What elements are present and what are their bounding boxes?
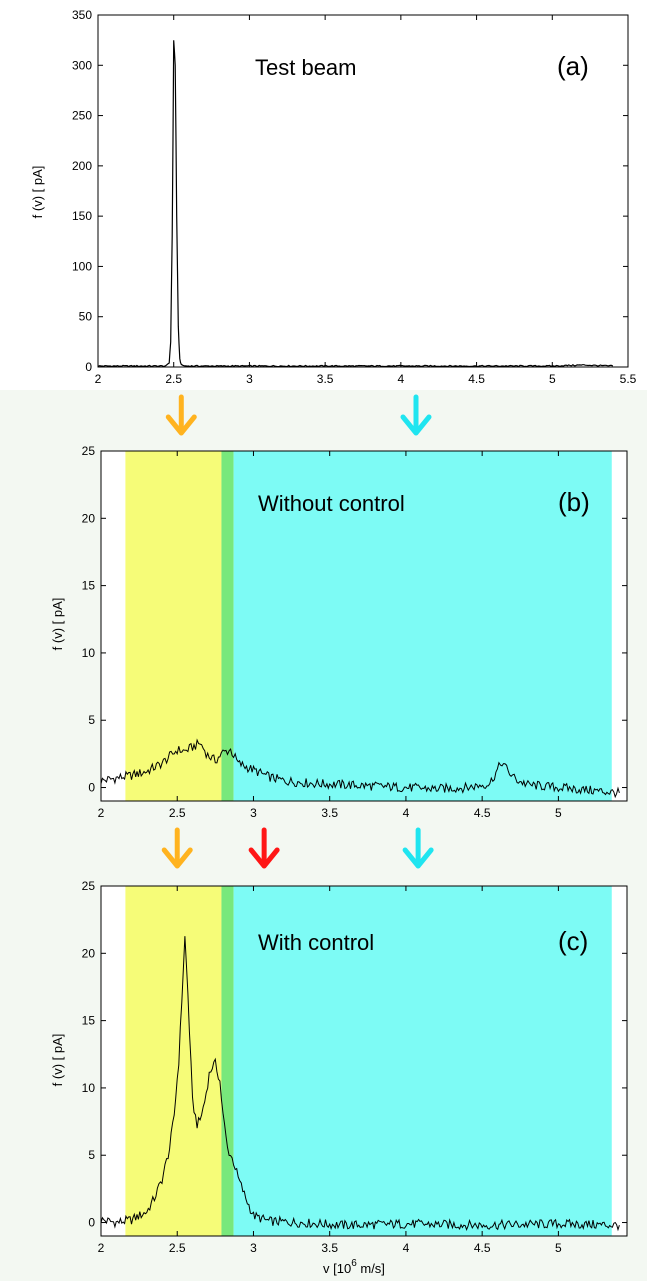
y-tick-label: 100 xyxy=(72,259,92,273)
y-tick-label: 300 xyxy=(72,58,92,72)
x-tick-label: 3.5 xyxy=(321,1241,338,1255)
band-green xyxy=(221,451,234,801)
y-tick-label: 25 xyxy=(82,879,96,893)
xlabel-main: v [10 xyxy=(323,1261,351,1276)
panel-b-ticks: 2 2.5 3 3.5 4 4.5 5 0 5 10 15 20 25 xyxy=(82,444,627,820)
x-tick-label: 2 xyxy=(98,1241,105,1255)
x-tick-label: 2.5 xyxy=(165,372,182,386)
y-tick-label: 15 xyxy=(82,1014,96,1028)
cyan-arrow xyxy=(402,827,434,869)
x-tick-label: 5.5 xyxy=(620,372,637,386)
panel-a-title: Test beam xyxy=(255,55,357,80)
y-tick-label: 0 xyxy=(85,360,92,374)
panel-c-xlabel: v [106 m/s] xyxy=(323,1258,385,1276)
y-tick-label: 20 xyxy=(82,511,96,525)
x-tick-label: 2 xyxy=(98,806,105,820)
red-arrow xyxy=(248,827,280,869)
band-cyan xyxy=(233,451,612,801)
x-tick-label: 4.5 xyxy=(474,1241,491,1255)
panel-b-trace xyxy=(100,738,620,799)
arrows xyxy=(161,394,434,869)
y-tick-label: 25 xyxy=(82,444,96,458)
y-tick-label: 150 xyxy=(72,209,92,223)
y-tick-label: 15 xyxy=(82,579,96,593)
cyan-arrow xyxy=(400,394,432,436)
panel-c-tag: (c) xyxy=(558,926,588,956)
panel-a: 2 2.5 3 3.5 4 4.5 5 5.5 0 50 100 150 200 250 300 350 Te… xyxy=(30,8,637,386)
panel-a-ylabel: f (v) [ pA] xyxy=(30,166,45,219)
panel-c-frame xyxy=(100,885,628,1237)
orange-arrow xyxy=(161,827,193,869)
x-tick-label: 5 xyxy=(549,372,556,386)
xlabel-tail: m/s] xyxy=(357,1261,385,1276)
y-tick-label: 0 xyxy=(88,781,95,795)
panel-b-frame xyxy=(100,450,628,802)
x-tick-label: 3 xyxy=(250,1241,257,1255)
x-tick-label: 3 xyxy=(246,372,253,386)
y-tick-label: 20 xyxy=(82,946,96,960)
panel-a-tag: (a) xyxy=(557,51,589,81)
x-tick-label: 5 xyxy=(555,806,562,820)
panel-b-ylabel: f (v) [ pA] xyxy=(50,598,65,651)
panel-a-ticks: 2 2.5 3 3.5 4 4.5 5 5.5 0 50 100 150 200 250 300 350 xyxy=(72,8,637,386)
x-tick-label: 4 xyxy=(403,806,410,820)
x-tick-label: 2.5 xyxy=(169,806,186,820)
y-tick-label: 50 xyxy=(79,310,93,324)
panel-b-tag: (b) xyxy=(558,487,590,517)
panel-c-bands xyxy=(125,886,612,1236)
band-cyan xyxy=(233,886,612,1236)
x-tick-label: 4.5 xyxy=(474,806,491,820)
x-tick-label: 3 xyxy=(250,806,257,820)
x-tick-label: 4.5 xyxy=(468,372,485,386)
band-yellow xyxy=(125,886,222,1236)
x-tick-label: 3.5 xyxy=(321,806,338,820)
panel-c-ticks: 2 2.5 3 3.5 4 4.5 5 0 5 10 15 20 25 xyxy=(82,879,627,1255)
band-green xyxy=(221,886,234,1236)
x-tick-label: 4 xyxy=(398,372,405,386)
panel-b-title: Without control xyxy=(258,491,405,516)
y-tick-label: 200 xyxy=(72,159,92,173)
x-tick-label: 5 xyxy=(555,1241,562,1255)
y-tick-label: 10 xyxy=(82,1081,96,1095)
x-tick-label: 2 xyxy=(95,372,102,386)
panel-a-plot-area xyxy=(97,14,629,368)
y-tick-label: 5 xyxy=(88,1148,95,1162)
y-tick-label: 10 xyxy=(82,646,96,660)
panel-a-trace xyxy=(97,40,614,368)
band-yellow xyxy=(125,451,222,801)
panel-c-title: With control xyxy=(258,930,374,955)
x-tick-label: 2.5 xyxy=(169,1241,186,1255)
xlabel-sup: 6 xyxy=(351,1258,357,1269)
panel-c: 2 2.5 3 3.5 4 4.5 5 0 5 10 15 20 25 With control (c)… xyxy=(50,879,628,1276)
x-tick-label: 3.5 xyxy=(317,372,334,386)
panel-b-bands xyxy=(125,451,612,801)
panel-c-trace xyxy=(100,936,620,1232)
y-tick-label: 5 xyxy=(88,713,95,727)
y-tick-label: 250 xyxy=(72,109,92,123)
orange-arrow xyxy=(165,394,197,436)
x-tick-label: 4 xyxy=(403,1241,410,1255)
y-tick-label: 0 xyxy=(88,1216,95,1230)
panel-c-ylabel: f (v) [ pA] xyxy=(50,1034,65,1087)
y-tick-label: 350 xyxy=(72,8,92,22)
